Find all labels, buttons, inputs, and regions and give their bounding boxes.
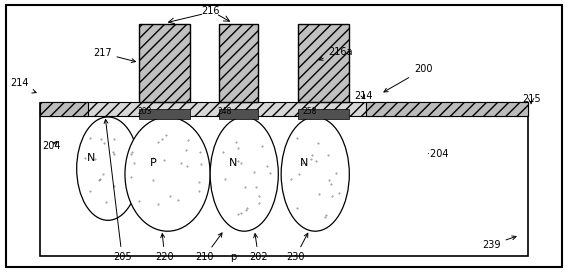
Ellipse shape — [77, 117, 139, 220]
Bar — [40, 103, 528, 256]
Bar — [219, 109, 258, 119]
Text: 200: 200 — [384, 64, 432, 92]
Bar — [139, 109, 190, 119]
Text: 204: 204 — [42, 141, 60, 150]
Text: N: N — [229, 158, 237, 168]
Text: 220: 220 — [156, 234, 174, 262]
Bar — [40, 102, 88, 116]
Bar — [298, 109, 349, 119]
Text: 248: 248 — [217, 107, 232, 116]
Text: 239: 239 — [482, 236, 516, 250]
Bar — [40, 102, 528, 116]
Text: 230: 230 — [286, 233, 308, 262]
Text: N: N — [300, 158, 308, 168]
Text: ·204: ·204 — [427, 149, 448, 159]
Text: 202: 202 — [249, 234, 268, 262]
Text: N: N — [87, 153, 95, 163]
Text: 214: 214 — [11, 78, 36, 93]
Text: 205: 205 — [104, 119, 131, 262]
Text: p: p — [229, 252, 236, 262]
Ellipse shape — [125, 117, 210, 231]
Text: 210: 210 — [195, 233, 222, 262]
Text: 216a: 216a — [319, 47, 353, 60]
Bar — [219, 24, 258, 102]
Text: 214: 214 — [354, 91, 373, 101]
Bar — [298, 24, 349, 102]
Text: 215: 215 — [522, 94, 540, 104]
Text: 258: 258 — [302, 107, 317, 116]
Bar — [366, 102, 528, 116]
Text: P: P — [150, 158, 157, 168]
Bar — [139, 24, 190, 102]
Text: 217: 217 — [93, 48, 135, 63]
Text: 216: 216 — [201, 6, 219, 16]
Text: 203: 203 — [137, 107, 152, 116]
Ellipse shape — [281, 117, 349, 231]
Ellipse shape — [210, 117, 278, 231]
